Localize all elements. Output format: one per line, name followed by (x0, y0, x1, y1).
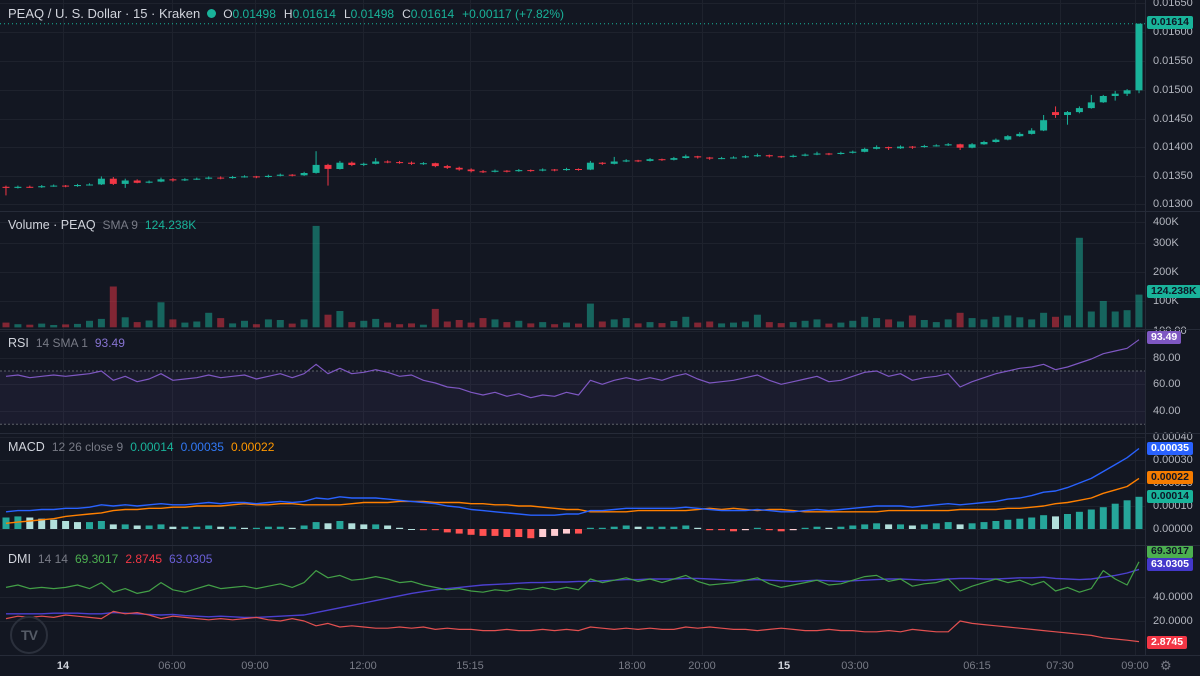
macd-axis-tick: 0.00030 (1153, 454, 1193, 466)
market-status-icon (207, 9, 217, 18)
close-value: 0.01614 (410, 6, 455, 21)
open-value: 0.01498 (232, 6, 276, 21)
rsi-axis-tick: 60.00 (1153, 378, 1181, 390)
volume-axis-tick: 400K (1153, 216, 1179, 228)
price-axis-tick: 0.01400 (1153, 141, 1193, 153)
low-label: L (343, 6, 351, 21)
macd-hist-value: 0.00014 (130, 440, 174, 454)
dmi-adx-value: 63.0305 (169, 552, 213, 566)
low-value: 0.01498 (350, 6, 395, 21)
dmi-minus-di-value: 2.8745 (125, 552, 163, 566)
price-axis-tick: 0.01500 (1153, 84, 1193, 96)
time-label: 03:00 (841, 660, 869, 672)
time-label: 12:00 (349, 660, 377, 672)
time-label: 07:30 (1046, 660, 1074, 672)
price-legend: PEAQ / U. S. Dollar · 15 · Kraken O 0.014… (8, 6, 564, 21)
macd-signal-value: 0.00022 (230, 440, 275, 454)
rsi-axis-tick: 80.00 (1153, 352, 1181, 364)
tradingview-logo-text: TV (21, 627, 38, 643)
price-axis-marker: 0.01614 (1147, 16, 1193, 29)
ohlc-values: O 0.01498 H 0.01614 L 0.01498 C 0.01614 +0.0… (223, 7, 564, 21)
volume-indicator-params: SMA 9 (102, 218, 138, 232)
time-label: 06:00 (158, 660, 186, 672)
volume-axis-tick: 300K (1153, 237, 1179, 249)
time-label: 09:00 (1121, 660, 1149, 672)
price-axis-tick: 0.01450 (1153, 113, 1193, 125)
price-axis-tick: 0.01350 (1153, 170, 1193, 182)
rsi-indicator-title[interactable]: RSI (8, 336, 29, 350)
volume-indicator-title[interactable]: Volume · PEAQ (8, 218, 96, 232)
macd-indicator-params: 12 26 close 9 (51, 440, 124, 454)
dmi-axis-tick: 40.0000 (1153, 591, 1193, 603)
rsi-pane-canvas[interactable] (0, 330, 1145, 434)
macd-indicator-title[interactable]: MACD (8, 440, 45, 454)
volume-axis-tick: 200K (1153, 266, 1179, 278)
dmi-axis-marker: 2.8745 (1147, 636, 1188, 649)
volume-pane-canvas[interactable] (0, 212, 1145, 330)
macd-legend: MACD 12 26 close 9 0.00014 0.00035 0.000… (8, 440, 274, 454)
volume-legend: Volume · PEAQ SMA 9 124.238K (8, 218, 196, 232)
gear-icon[interactable]: ⚙ (1160, 658, 1172, 673)
rsi-axis-tick: 40.00 (1153, 405, 1181, 417)
volume-axis-tick: 100K (1153, 295, 1179, 307)
price-pane-canvas[interactable] (0, 0, 1145, 212)
macd-axis-marker: 0.00022 (1147, 471, 1193, 484)
time-label: 14 (56, 660, 70, 672)
time-label: 15 (777, 660, 791, 672)
volume-axis-marker: 124.238K (1147, 285, 1200, 298)
price-axis-tick: 0.01550 (1153, 55, 1193, 67)
rsi-legend: RSI 14 SMA 1 93.49 (8, 336, 125, 350)
dmi-pane-canvas[interactable] (0, 546, 1145, 655)
time-label: 09:00 (241, 660, 269, 672)
price-axis-tick: 0.01650 (1153, 0, 1193, 9)
time-label: 20:00 (688, 660, 716, 672)
macd-pane-canvas[interactable] (0, 434, 1145, 546)
pane-divider[interactable] (0, 433, 1200, 434)
dmi-axis-tick: 20.0000 (1153, 615, 1193, 627)
volume-value: 124.238K (144, 218, 197, 232)
tradingview-logo[interactable]: TV (10, 616, 48, 654)
close-label: C (402, 6, 411, 21)
pane-divider[interactable] (0, 545, 1200, 546)
rsi-indicator-params: 14 SMA 1 (35, 336, 88, 350)
pane-divider[interactable] (0, 211, 1200, 212)
high-value: 0.01614 (292, 6, 336, 21)
macd-line-value: 0.00035 (180, 440, 224, 454)
dmi-indicator-title[interactable]: DMI (8, 552, 31, 566)
pane-divider[interactable] (0, 329, 1200, 330)
time-label: 18:00 (618, 660, 646, 672)
macd-axis-marker: 0.00035 (1147, 442, 1193, 455)
dmi-axis-marker: 63.0305 (1147, 558, 1193, 571)
dmi-indicator-params: 14 14 (37, 552, 68, 566)
time-label: 15:15 (456, 660, 484, 672)
macd-axis-tick: 0.00040 (1153, 431, 1193, 443)
dmi-plus-di-value: 69.3017 (74, 552, 119, 566)
price-axis-tick: 0.01600 (1153, 26, 1193, 38)
time-scale-axis[interactable]: ⚙ 14 06:00 09:00 12:00 15:15 18:00 20:00 15 03:0… (0, 655, 1200, 676)
macd-axis-tick: 0.00010 (1153, 500, 1193, 512)
price-axis-tick: 0.01300 (1153, 198, 1193, 210)
dmi-axis-marker: 69.3017 (1147, 545, 1193, 558)
rsi-axis-marker: 93.49 (1147, 331, 1182, 344)
macd-axis-marker: 0.00014 (1147, 490, 1193, 503)
time-label: 06:15 (963, 660, 991, 672)
price-scale-axis[interactable]: 0.01650 0.01600 0.01550 0.01500 0.01450 0.014… (1145, 0, 1200, 655)
rsi-value: 93.49 (94, 336, 125, 350)
symbol-title[interactable]: PEAQ / U. S. Dollar · 15 · Kraken (8, 6, 201, 21)
price-change: +0.00117 (+7.82%) (462, 6, 564, 21)
dmi-legend: DMI 14 14 69.3017 2.8745 63.0305 (8, 552, 212, 566)
open-label: O (223, 6, 233, 21)
macd-axis-tick: 0.00000 (1153, 523, 1193, 535)
high-label: H (283, 6, 293, 21)
